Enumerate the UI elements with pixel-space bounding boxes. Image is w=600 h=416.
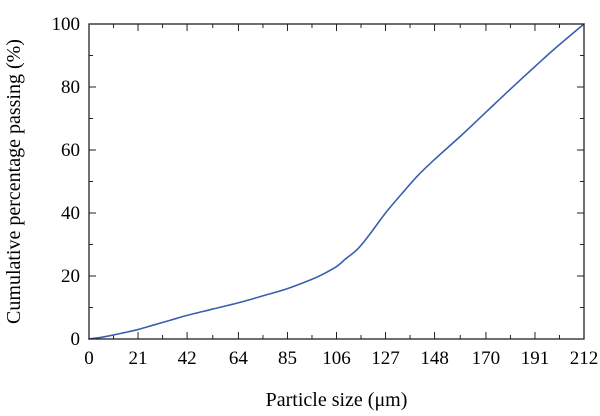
series-layer: [88, 23, 585, 340]
x-tick-label: 42: [178, 348, 197, 369]
y-tick-label: 100: [52, 14, 81, 35]
x-tick-label: 64: [229, 348, 249, 369]
x-tick-label: 127: [371, 348, 400, 369]
x-tick-label: 170: [472, 348, 501, 369]
y-tick-label: 0: [71, 329, 81, 350]
series-line: [88, 23, 585, 340]
x-tick-label: 191: [521, 348, 550, 369]
x-tick-label: 0: [84, 348, 94, 369]
x-tick-label: 85: [278, 348, 297, 369]
x-tick-label: 21: [129, 348, 148, 369]
y-tick-label: 40: [61, 203, 80, 224]
x-tick-label: 148: [420, 348, 449, 369]
x-axis-title: Particle size (μm): [266, 389, 408, 411]
y-tick-label: 80: [61, 77, 80, 98]
y-tick-label: 60: [61, 140, 80, 161]
x-tick-label: 106: [322, 348, 351, 369]
y-tick-label: 20: [61, 266, 80, 287]
ticks-layer: [88, 23, 585, 340]
labels-layer: 0 21 42 64 85 106 127 148 170 191 212 0 20 40 60 80 100: [52, 14, 599, 369]
y-axis-title: Cumulative percentage passing (%): [3, 39, 25, 324]
x-tick-label: 212: [570, 348, 599, 369]
plot-frame: [88, 23, 585, 340]
